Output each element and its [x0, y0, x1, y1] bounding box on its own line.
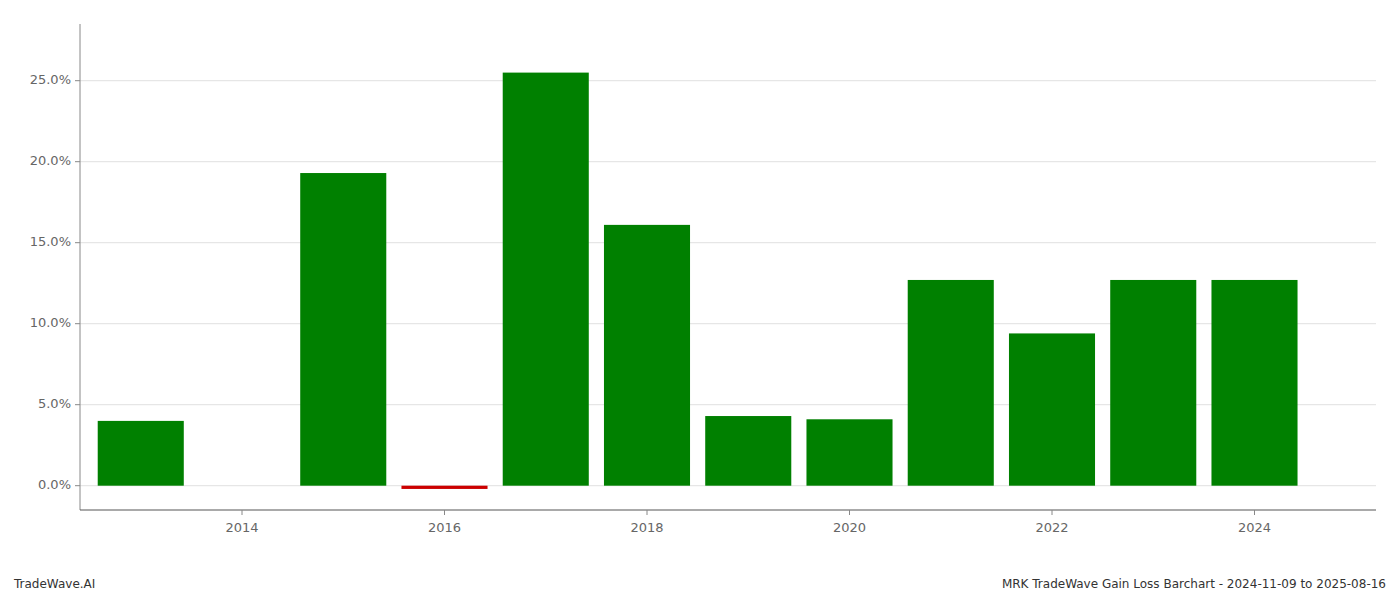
bar [300, 173, 386, 486]
y-tick [75, 80, 80, 81]
footer-text: TradeWave.AI [13, 577, 95, 591]
bar [1110, 280, 1196, 486]
x-tick-label: 2024 [1238, 520, 1271, 535]
x-tick [1052, 510, 1053, 515]
grid-line [80, 242, 1376, 243]
bar [604, 225, 690, 486]
bar [1211, 280, 1297, 486]
y-tick [75, 404, 80, 405]
x-tick-label: 2016 [428, 520, 461, 535]
y-tick-label: 0.0% [38, 477, 71, 492]
grid-line [80, 161, 1376, 162]
bar [1009, 333, 1095, 485]
x-tick [444, 510, 445, 515]
bar [98, 421, 184, 486]
bar [806, 419, 892, 485]
x-tick-label: 2022 [1035, 520, 1068, 535]
x-tick [647, 510, 648, 515]
x-tick-label: 2020 [833, 520, 866, 535]
y-tick [75, 323, 80, 324]
x-tick-label: 2018 [630, 520, 663, 535]
y-tick-label: 5.0% [38, 396, 71, 411]
bar [503, 73, 589, 486]
y-tick [75, 161, 80, 162]
chart: 0.0% 5.0% 10.0% 15.0% 20.0% 25.0% 2014 2016 2018… [0, 0, 1400, 600]
y-tick-label: 25.0% [30, 72, 71, 87]
x-tick [242, 510, 243, 515]
grid [80, 81, 1376, 486]
y-axis [80, 24, 81, 510]
bar [705, 416, 791, 486]
y-tick-label: 20.0% [30, 153, 71, 168]
x-tick [849, 510, 850, 515]
bar [908, 280, 994, 486]
y-tick [75, 242, 80, 243]
bars [98, 73, 1298, 489]
y-tick [75, 485, 80, 486]
x-axis [80, 510, 1376, 511]
footer-text: MRK TradeWave Gain Loss Barchart - 2024-… [1002, 577, 1386, 591]
y-tick-label: 15.0% [30, 234, 71, 249]
x-tick [1254, 510, 1255, 515]
y-tick-label: 10.0% [30, 315, 71, 330]
x-tick-label: 2014 [225, 520, 258, 535]
grid-line [80, 80, 1376, 81]
bar [401, 486, 487, 489]
